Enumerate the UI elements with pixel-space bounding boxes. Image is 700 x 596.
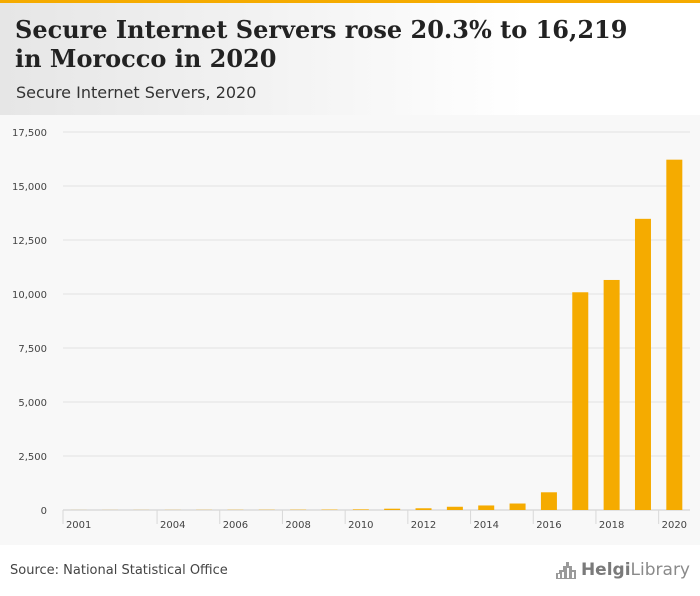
helgi-library-logo: Helgi Library	[555, 560, 690, 580]
chart-header: Secure Internet Servers rose 20.3% to 16…	[0, 3, 700, 115]
x-tick-label: 2012	[411, 520, 436, 531]
x-tick-label: 2004	[160, 520, 185, 531]
bar	[666, 159, 683, 510]
x-tick-label: 2006	[223, 520, 248, 531]
bar	[415, 508, 432, 510]
bar	[478, 505, 495, 510]
bar	[352, 509, 369, 510]
x-tick-label: 2014	[473, 520, 498, 531]
y-tick-label: 0	[41, 506, 47, 517]
bar	[384, 508, 401, 510]
brand-name-bold: Helgi	[580, 560, 631, 580]
brand-name-light: Library	[630, 560, 690, 580]
bar	[603, 279, 620, 510]
accent-bar	[0, 0, 700, 3]
chart-subtitle: Secure Internet Servers, 2020	[16, 83, 257, 102]
x-tick-label: 2020	[662, 520, 687, 531]
y-tick-label: 15,000	[12, 182, 47, 193]
x-tick-label: 2016	[536, 520, 561, 531]
bar	[540, 492, 557, 510]
source-note: Source: National Statistical Office	[10, 563, 228, 578]
y-tick-label: 10,000	[12, 290, 47, 301]
chart-title: Secure Internet Servers rose 20.3% to 16…	[15, 15, 628, 73]
x-tick-label: 2010	[348, 520, 373, 531]
y-tick-label: 5,000	[18, 398, 47, 409]
bar	[509, 503, 526, 510]
x-tick-label: 2008	[285, 520, 310, 531]
x-tick-label: 2001	[66, 520, 91, 531]
y-tick-label: 2,500	[18, 452, 47, 463]
bar-chart: 0 2,500 5,000 7,500 10,000 12,500 15,000 17,500…	[12, 128, 690, 531]
y-tick-label: 7,500	[18, 344, 47, 355]
chart-area: 0 2,500 5,000 7,500 10,000 12,500 15,000 17,500…	[0, 115, 700, 545]
y-tick-label: 17,500	[12, 128, 47, 139]
x-tick-label: 2018	[599, 520, 624, 531]
bar	[446, 506, 463, 510]
bar	[572, 292, 589, 510]
y-tick-label: 12,500	[12, 236, 47, 247]
bar	[634, 218, 651, 510]
library-icon	[555, 562, 576, 579]
